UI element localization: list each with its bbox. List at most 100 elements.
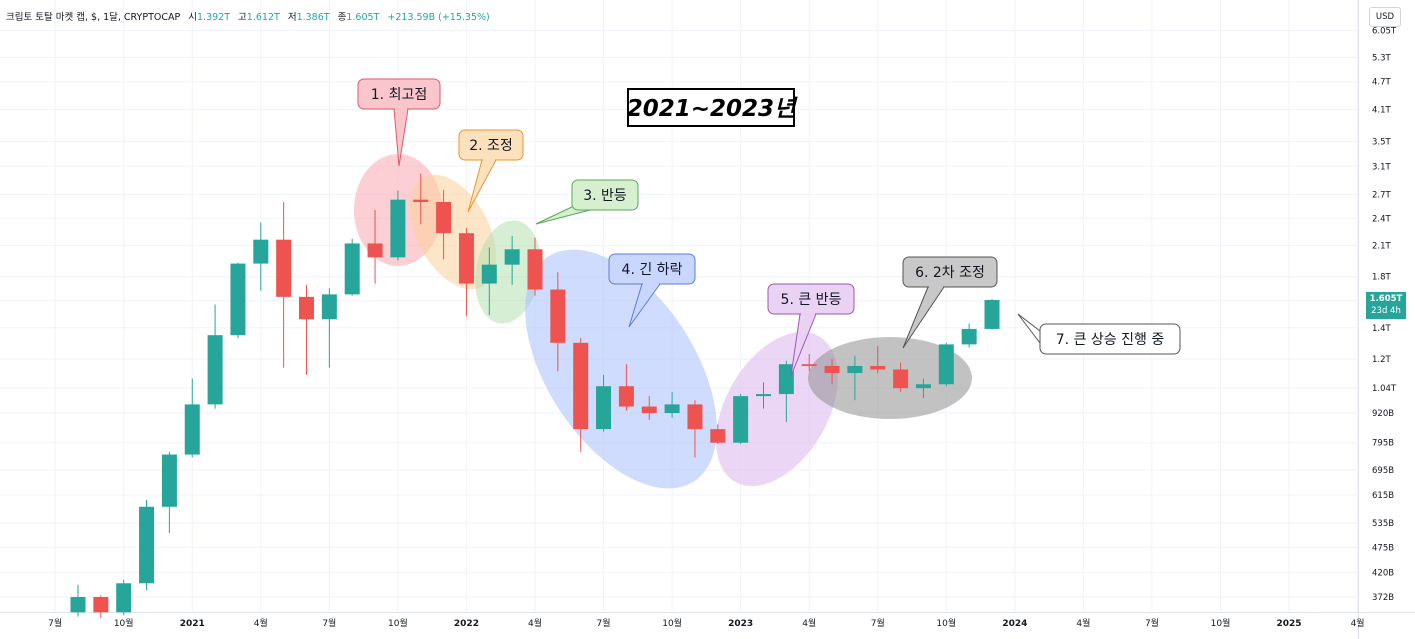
price-tick-label: 795B <box>1372 439 1394 449</box>
candle <box>687 400 703 458</box>
close-label: 종 <box>337 12 347 23</box>
time-tick-label: 10월 <box>1211 617 1231 629</box>
candle <box>984 299 1000 330</box>
price-tick-label: 3.5T <box>1372 138 1392 148</box>
region-ellipse <box>475 220 541 324</box>
candle-body <box>961 328 977 345</box>
candle <box>93 595 109 619</box>
symbol-title: 크립토 토탈 마켓 캡, $, 1달, CRYPTOCAP <box>6 12 181 23</box>
candle-body <box>984 300 1000 329</box>
candle <box>573 338 589 452</box>
time-tick-label: 10월 <box>662 617 682 629</box>
candle-body <box>573 342 589 430</box>
time-tick-label: 4월 <box>528 617 542 629</box>
candle-body <box>687 404 703 430</box>
candle-body <box>276 239 292 297</box>
time-tick-label: 4월 <box>254 617 268 629</box>
time-tick-label: 4월 <box>1351 617 1365 629</box>
candle-body <box>93 597 109 613</box>
candle-body <box>710 429 726 443</box>
bar-countdown: 23d 4h <box>1371 306 1401 316</box>
callout: 7. 큰 상승 진행 중 <box>1017 313 1181 355</box>
candle-body <box>413 199 429 203</box>
candle-body <box>938 344 954 385</box>
candle <box>961 323 977 348</box>
candle-body <box>847 365 863 374</box>
candle <box>915 378 931 399</box>
candle <box>618 364 634 411</box>
high-value: 1.612T <box>246 12 280 23</box>
candle <box>207 304 223 409</box>
low-label: 저 <box>287 12 297 23</box>
price-tick-label: 695B <box>1372 466 1394 476</box>
annotation-title-text: 2021~2023년 <box>627 96 798 122</box>
candle-body <box>458 233 474 284</box>
candle-body <box>664 404 680 414</box>
candle-body <box>756 394 771 397</box>
candle-body <box>550 289 566 343</box>
last-price-value: 1.605T <box>1369 294 1403 304</box>
price-tick-label: 615B <box>1372 491 1394 501</box>
time-tick-label: 2024 <box>1002 619 1027 629</box>
candle <box>527 237 543 296</box>
price-tick-label: 1.8T <box>1372 273 1392 283</box>
callout-box <box>902 256 998 288</box>
time-tick-label: 4월 <box>802 617 816 629</box>
candle <box>116 579 132 616</box>
candle-body <box>161 454 177 507</box>
price-tick-label: 2.7T <box>1372 190 1392 200</box>
candle-body <box>824 365 840 374</box>
time-axis[interactable]: 7월 10월 2021 4월 7월 10월 2022 4월 7월 10월 2023 4월 7월 10월 20… <box>48 617 1364 629</box>
annotation-title: 2021~2023년 <box>627 88 798 127</box>
candle-body <box>504 249 520 265</box>
time-tick-label: 10월 <box>388 617 408 629</box>
time-tick-label: 4월 <box>1076 617 1090 629</box>
currency-button[interactable]: USD <box>1369 7 1401 27</box>
callout: 1. 최고점 <box>357 78 441 167</box>
candle-body <box>893 369 909 389</box>
time-tick-label: 10월 <box>936 617 956 629</box>
callout-text: 3. 반등 <box>583 188 627 204</box>
callout: 5. 큰 반등 <box>767 283 855 377</box>
change-value: +213.59B (+15.35%) <box>387 12 490 23</box>
high-label: 고 <box>238 12 247 23</box>
last-price-tag: 1.605T 23d 4h <box>1366 292 1406 319</box>
time-tick-label: 2025 <box>1277 619 1302 629</box>
price-tick-label: 475B <box>1372 543 1394 553</box>
time-tick-label: 2023 <box>728 619 753 629</box>
candle-body <box>436 202 452 234</box>
candle <box>938 342 954 387</box>
price-tick-label: 1.2T <box>1372 355 1392 365</box>
time-tick-label: 7월 <box>1145 617 1159 629</box>
time-tick-label: 7월 <box>597 617 611 629</box>
callout-box <box>571 179 639 211</box>
candle <box>733 394 749 445</box>
candle <box>710 424 726 445</box>
price-tick-label: 372B <box>1372 593 1394 603</box>
candle-body <box>390 199 406 258</box>
callout-box <box>1039 323 1181 355</box>
candle <box>778 360 794 423</box>
region-ellipse <box>716 331 838 487</box>
price-tick-label: 6.05T <box>1372 26 1397 36</box>
candle <box>299 284 314 375</box>
candle-body <box>527 249 543 290</box>
candle <box>139 499 155 591</box>
candle <box>893 362 909 393</box>
annotation-ellipses <box>354 154 972 489</box>
callout-text: 5. 큰 반등 <box>781 292 842 308</box>
candle <box>824 359 840 385</box>
callout-pointer <box>902 286 945 349</box>
price-tick-label: 4.7T <box>1372 78 1392 88</box>
candle <box>550 272 566 372</box>
price-axis[interactable]: 6.05T 5.3T 4.7T 4.1T 3.5T 3.1T 2.7T 2.4T 2.1T 1.8… <box>1372 26 1397 603</box>
candle <box>276 202 292 368</box>
price-tick-label: 3.1T <box>1372 162 1392 172</box>
candle <box>801 354 817 372</box>
candle <box>390 190 406 261</box>
candle-body <box>321 294 337 320</box>
candle <box>436 189 452 260</box>
candle <box>458 227 474 317</box>
